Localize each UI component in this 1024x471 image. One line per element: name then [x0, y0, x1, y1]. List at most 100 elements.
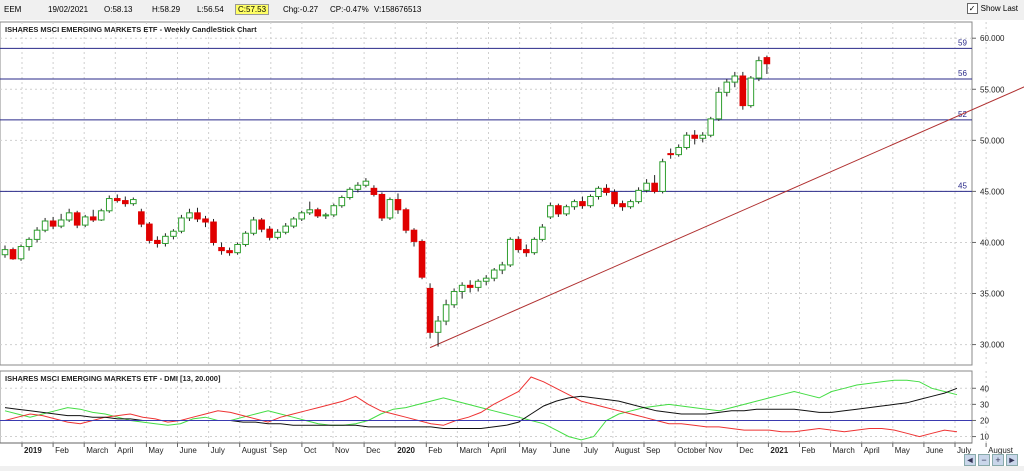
dmi-chart-title: ISHARES MSCI EMERGING MARKETS ETF - DMI … [5, 374, 221, 383]
candle-body [162, 235, 169, 244]
candle-body [547, 205, 554, 218]
symbol: EEM [4, 5, 22, 14]
candle-body [563, 206, 570, 215]
candle-body [41, 220, 49, 231]
candle-body [322, 214, 330, 217]
trendline [429, 86, 1024, 349]
candle-body [226, 250, 233, 254]
candle-body [386, 199, 394, 219]
y-tick-label: 50.000 [980, 136, 1005, 145]
y-tick-label: 40.000 [980, 238, 1005, 247]
zoom-out-icon[interactable]: − [978, 454, 990, 466]
candle-body [603, 187, 610, 193]
x-tick-label: Feb [428, 446, 442, 455]
x-tick-label: Dec [739, 446, 753, 455]
candle-body [274, 231, 281, 238]
scroll-left-icon[interactable]: ◄ [964, 454, 976, 466]
x-tick-label: Feb [802, 446, 816, 455]
x-tick-label: April [117, 446, 133, 455]
candle-body [170, 230, 177, 237]
volume-value: V:158676513 [374, 5, 422, 14]
candle-body [482, 277, 490, 282]
scroll-controls: ◄ − + ► [898, 454, 1024, 466]
y-tick-label: 30.000 [980, 341, 1005, 350]
level-label: 59 [958, 38, 967, 47]
candle-body [394, 199, 402, 211]
candle-body [218, 247, 225, 252]
candle-body [731, 75, 739, 83]
candle-body [755, 60, 763, 79]
y-tick-label: 45.000 [980, 187, 1005, 196]
show-last-toggle[interactable]: ✓ Show Last [966, 3, 1018, 14]
candle-body [49, 220, 57, 227]
candle-body [651, 182, 658, 192]
x-tick-label: 2021 [770, 446, 788, 455]
candle-body [514, 238, 522, 251]
x-tick-label: June [180, 446, 198, 455]
candle-body [506, 238, 514, 266]
candle-body [258, 219, 265, 230]
candle-body [113, 198, 121, 202]
candle-body [202, 218, 209, 223]
close-value: C:57.53 [235, 4, 270, 15]
candle-body [587, 196, 594, 207]
candle-body [458, 284, 466, 292]
main-panel [0, 21, 973, 366]
candle-body [346, 188, 354, 199]
candle-body [330, 205, 338, 216]
zoom-in-icon[interactable]: + [992, 454, 1004, 466]
candle-body [154, 239, 161, 244]
y-tick-label: 55.000 [980, 85, 1005, 94]
y-tick-label: 35.000 [980, 290, 1005, 299]
candle-body [442, 304, 450, 322]
candle-body [81, 216, 89, 226]
chart-area: 2019 Feb March April May June July August Sep Oct… [0, 20, 1024, 466]
candle-body [723, 81, 731, 93]
dmi-y-tick-label: 10 [980, 433, 989, 442]
candle-body [338, 197, 346, 207]
x-tick-label: July [211, 446, 225, 455]
x-tick-label: August [242, 446, 268, 455]
x-tick-label: Sep [273, 446, 288, 455]
candle-body [498, 264, 506, 271]
open-value: O:58.13 [104, 5, 133, 14]
candle-body [531, 238, 538, 254]
candle-body [306, 209, 314, 214]
candle-body [266, 228, 273, 238]
x-tick-label: 2020 [397, 446, 415, 455]
high-value: H:58.29 [152, 5, 181, 14]
main-chart-title: ISHARES MSCI EMERGING MARKETS ETF - Week… [5, 25, 257, 34]
level-label: 45 [958, 181, 967, 190]
candle-body [659, 161, 666, 192]
y-tick-label: 60.000 [980, 34, 1005, 43]
x-tick-label: 2019 [24, 446, 42, 455]
x-tick-label: Nov [335, 446, 349, 455]
candle-body [89, 216, 97, 221]
candle-body [643, 182, 650, 191]
candle-body [667, 153, 674, 156]
candle-body [539, 226, 546, 240]
candle-body [17, 246, 25, 260]
candle-body [675, 146, 682, 156]
candle-body [146, 223, 153, 241]
chart-svg[interactable]: 2019 Feb March April May June July August Sep Oct… [0, 20, 1024, 466]
dmi-y-tick-label: 30 [980, 400, 989, 409]
candle-body [571, 201, 578, 208]
candle-body [426, 287, 434, 333]
candle-body [450, 290, 458, 306]
candle-body [434, 320, 442, 333]
candle-body [402, 209, 410, 231]
candle-body [290, 218, 298, 227]
show-last-label: Show Last [980, 4, 1018, 13]
x-tick-label: March [833, 446, 855, 455]
change-value: Chg:-0.27 [283, 5, 319, 14]
show-last-checkbox[interactable]: ✓ [966, 3, 978, 14]
candle-body [138, 211, 145, 225]
candle-body [611, 191, 618, 205]
candle-body [763, 57, 771, 65]
candle-body [523, 249, 530, 254]
candle-body [25, 238, 33, 248]
scroll-right-icon[interactable]: ► [1006, 454, 1018, 466]
candle-body [555, 205, 562, 215]
candle-body [242, 232, 249, 245]
